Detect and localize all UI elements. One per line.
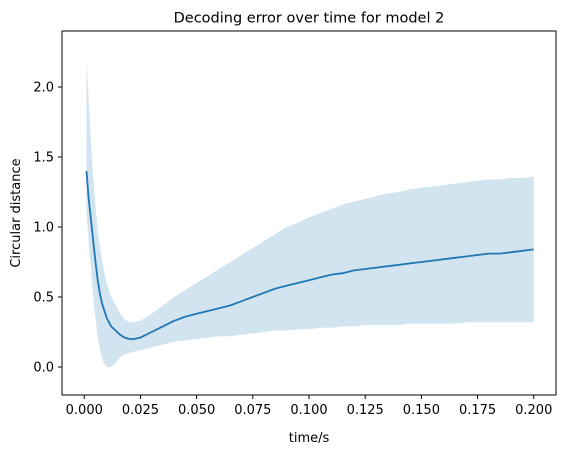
- chart-title: Decoding error over time for model 2: [174, 11, 445, 27]
- x-tick-label: 0.050: [178, 403, 215, 418]
- x-tick-label: 0.175: [459, 403, 496, 418]
- y-tick-label: 1.0: [33, 221, 54, 236]
- x-tick-label: 0.150: [403, 403, 440, 418]
- y-axis-label: Circular distance: [9, 158, 24, 267]
- x-axis-label: time/s: [289, 431, 330, 446]
- x-tick-label: 0.200: [515, 403, 552, 418]
- x-tick-label: 0.025: [122, 403, 159, 418]
- plot-area: [85, 59, 534, 367]
- x-axis: 0.000 0.025 0.050 0.075 0.100 0.125 0.150 0.175…: [66, 395, 552, 418]
- confidence-band: [86, 59, 534, 367]
- y-tick-label: 0.0: [33, 361, 54, 376]
- y-tick-label: 0.5: [33, 291, 54, 306]
- y-tick-label: 1.5: [33, 151, 54, 166]
- x-tick-label: 0.100: [290, 403, 327, 418]
- x-tick-label: 0.000: [66, 403, 103, 418]
- y-axis: 0.0 0.5 1.0 1.5 2.0: [33, 81, 62, 376]
- x-tick-label: 0.075: [234, 403, 271, 418]
- x-tick-label: 0.125: [347, 403, 384, 418]
- y-tick-label: 2.0: [33, 81, 54, 96]
- series-line: [85, 170, 534, 340]
